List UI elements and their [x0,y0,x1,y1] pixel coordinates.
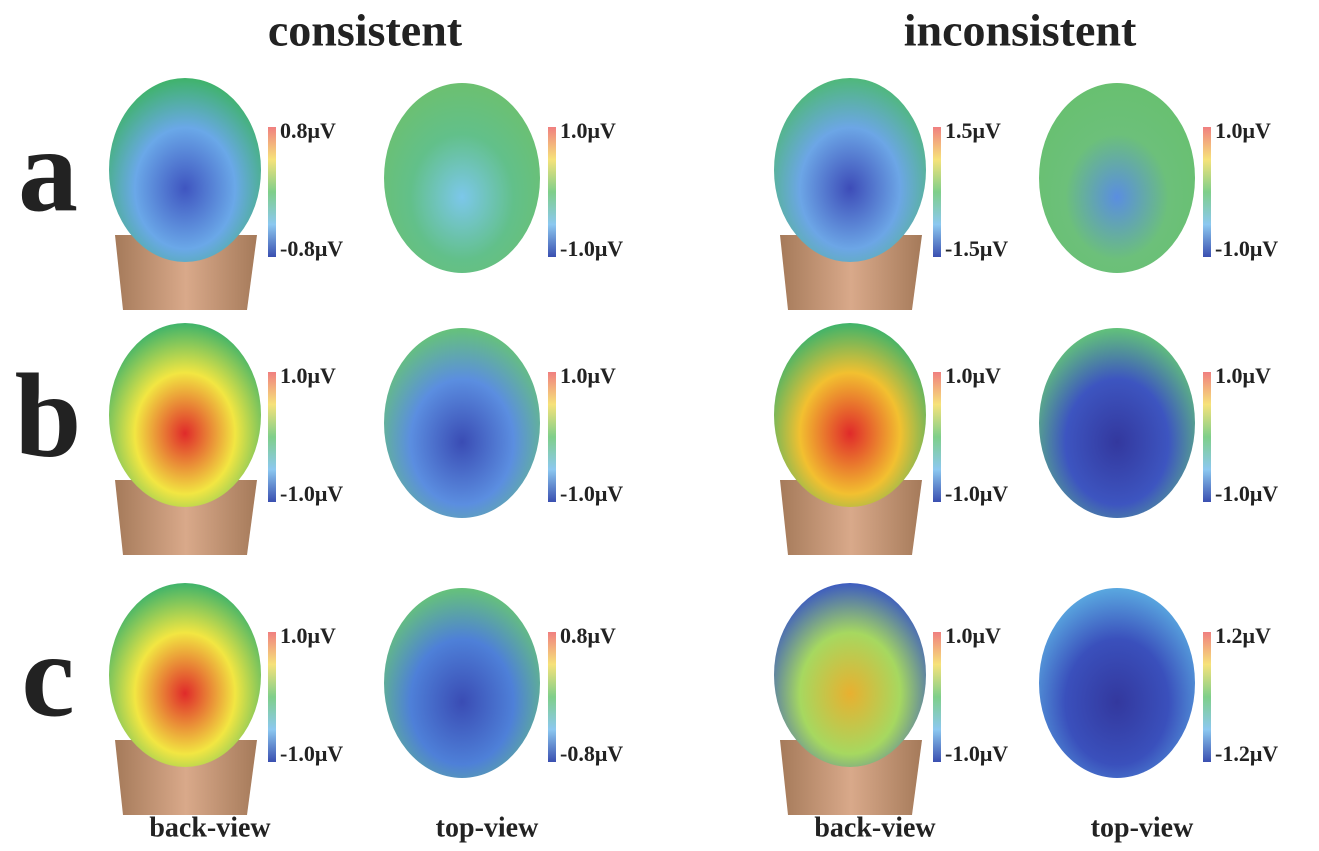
scalp-map [1039,588,1195,778]
view-label: back-view [814,812,936,843]
scalp-map [774,78,926,262]
color-bar [1203,632,1211,762]
scale-max: 0.8μV [560,623,616,648]
neck [780,480,922,555]
neck [115,740,257,815]
color-bar [268,632,276,762]
color-bar [933,632,941,762]
scale-max: 1.5μV [945,118,1001,143]
neck [780,740,922,815]
scale-max: 1.2μV [1215,623,1271,648]
scalp-map [384,83,540,273]
scale-min: -0.8μV [280,236,343,261]
row-label: c [21,609,74,742]
row-label: a [18,104,78,237]
scalp-map [1039,83,1195,273]
scalp-map [774,583,926,767]
scale-max: 1.0μV [560,118,616,143]
color-bar [548,632,556,762]
scale-min: -1.0μV [1215,481,1278,506]
scale-max: 1.0μV [280,363,336,388]
column-title: inconsistent [904,5,1137,56]
view-label: top-view [436,812,539,843]
scale-min: -1.0μV [945,481,1008,506]
scale-max: 1.0μV [945,623,1001,648]
scale-max: 0.8μV [280,118,336,143]
scale-min: -0.8μV [560,741,623,766]
scale-min: -1.0μV [1215,236,1278,261]
color-bar [933,127,941,257]
scale-max: 1.0μV [280,623,336,648]
scale-min: -1.2μV [1215,741,1278,766]
scale-max: 1.0μV [1215,363,1271,388]
scale-min: -1.0μV [945,741,1008,766]
scalp-map [384,588,540,778]
scale-max: 1.0μV [945,363,1001,388]
color-bar [268,127,276,257]
neck [115,235,257,310]
scalp-map [109,78,261,262]
view-label: back-view [149,812,271,843]
color-bar [548,372,556,502]
scale-min: -1.5μV [945,236,1008,261]
color-bar [933,372,941,502]
scalp-map [774,323,926,507]
color-bar [1203,372,1211,502]
scalp-map [384,328,540,518]
scalp-map [1039,328,1195,518]
scale-max: 1.0μV [1215,118,1271,143]
scale-min: -1.0μV [280,481,343,506]
color-bar [268,372,276,502]
scale-min: -1.0μV [280,741,343,766]
scale-min: -1.0μV [560,236,623,261]
scale-min: -1.0μV [560,481,623,506]
view-label: top-view [1091,812,1194,843]
color-bar [548,127,556,257]
neck [115,480,257,555]
scalp-map [109,323,261,507]
scalp-map [109,583,261,767]
neck [780,235,922,310]
scale-max: 1.0μV [560,363,616,388]
color-bar [1203,127,1211,257]
row-label: b [15,349,82,482]
column-title: consistent [268,5,463,56]
